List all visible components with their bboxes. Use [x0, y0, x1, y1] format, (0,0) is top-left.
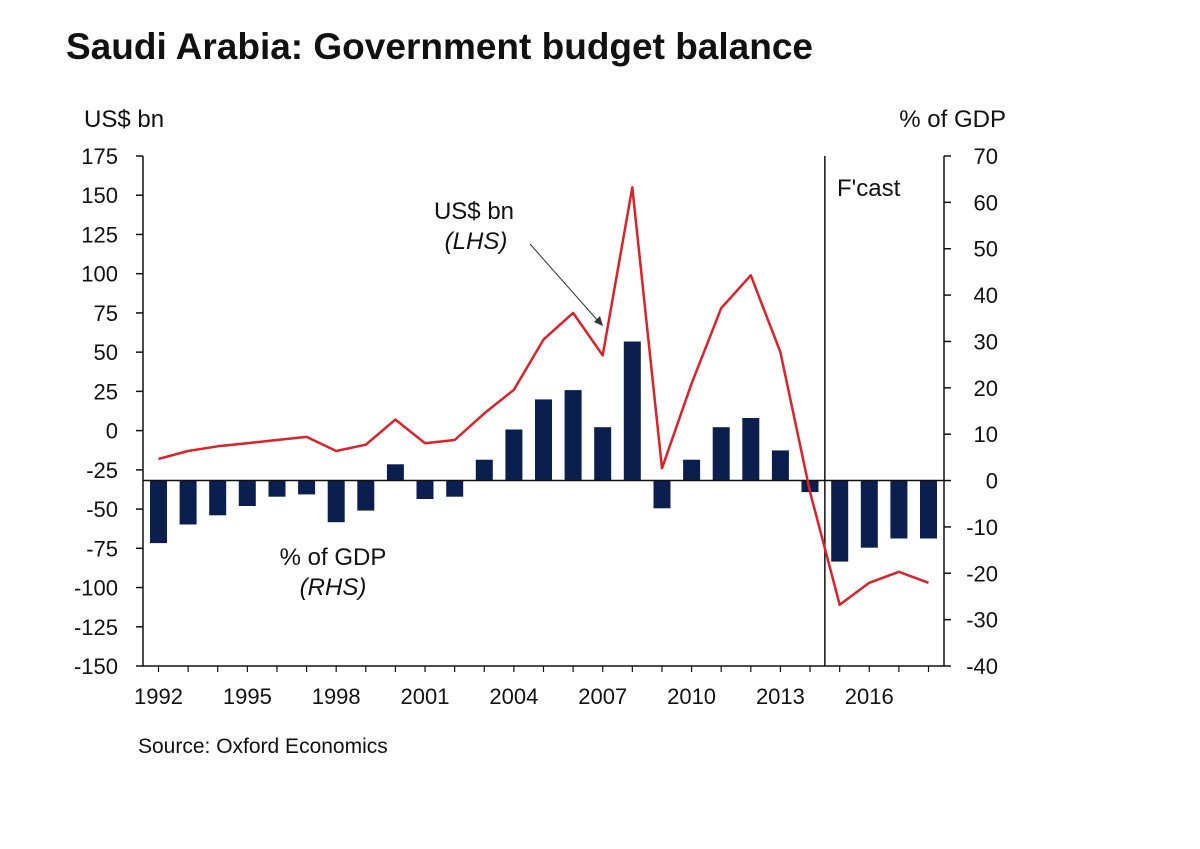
right-axis-label: % of GDP — [899, 106, 1006, 133]
bar-1998 — [327, 480, 345, 523]
bar-1997 — [298, 480, 316, 495]
bar-2018 — [920, 480, 937, 539]
left-tick-label: 125 — [81, 222, 118, 247]
bar-2002 — [446, 480, 464, 497]
right-tick-label: -40 — [966, 654, 998, 679]
right-tick-label: -10 — [966, 515, 998, 540]
left-tick-label: -25 — [86, 458, 118, 483]
bar-1999 — [357, 480, 375, 511]
bar-2008 — [623, 341, 641, 481]
left-tick-label: -125 — [74, 615, 118, 640]
x-tick-label: 2007 — [578, 684, 627, 709]
x-tick-label: 2010 — [667, 684, 716, 709]
bar-2007 — [594, 427, 612, 481]
bar-2016 — [860, 480, 878, 548]
left-tick-label: -150 — [74, 654, 118, 679]
left-tick-label: 50 — [94, 340, 118, 365]
right-tick-label: 20 — [974, 376, 998, 401]
right-tick-label: 30 — [974, 329, 998, 354]
bar-2017 — [890, 480, 908, 539]
bar-2005 — [535, 399, 552, 481]
bar-annotation-sub: (RHS) — [300, 574, 367, 601]
left-tick-label: 0 — [106, 419, 118, 444]
bar-2004 — [505, 429, 523, 481]
line-annotation: US$ bn — [434, 198, 514, 225]
x-tick-label: 2013 — [756, 684, 805, 709]
bar-2001 — [416, 480, 434, 499]
x-tick-label: 1992 — [134, 684, 183, 709]
annotation-arrowhead — [594, 316, 603, 326]
bar-annotation: % of GDP — [280, 544, 387, 571]
bar-2015 — [831, 480, 849, 562]
x-tick-label: 2004 — [489, 684, 538, 709]
bar-1992 — [150, 480, 167, 544]
forecast-label: F'cast — [837, 175, 901, 202]
right-tick-label: -30 — [966, 608, 998, 633]
left-tick-label: -50 — [86, 497, 118, 522]
bar-2011 — [712, 427, 730, 481]
bar-2010 — [683, 459, 701, 481]
usd-line — [158, 186, 929, 607]
line-annotation-sub: (LHS) — [445, 228, 508, 255]
chart-title: Saudi Arabia: Government budget balance — [66, 26, 813, 67]
bar-2006 — [564, 390, 582, 481]
right-tick-label: -20 — [966, 561, 998, 586]
bar-2013 — [771, 450, 789, 481]
left-tick-label: 25 — [94, 379, 118, 404]
left-tick-label: -100 — [74, 576, 118, 601]
right-tick-label: 0 — [986, 469, 998, 494]
left-tick-label: -75 — [86, 536, 118, 561]
x-tick-label: 2001 — [401, 684, 450, 709]
bar-2012 — [742, 418, 760, 481]
x-tick-label: 2016 — [845, 684, 894, 709]
bar-1996 — [268, 480, 286, 497]
bar-2009 — [653, 480, 671, 509]
bar-2003 — [475, 459, 493, 481]
x-tick-label: 1995 — [223, 684, 272, 709]
left-tick-label: 175 — [81, 144, 118, 169]
bar-1995 — [238, 480, 256, 506]
bar-2000 — [386, 464, 404, 481]
right-axis-ticks: 70 60 50 40 30 20 10 0 -10 -20 -30 -40 — [944, 144, 998, 679]
left-axis-label: US$ bn — [84, 106, 164, 133]
bar-1993 — [179, 480, 197, 525]
annotation-pointer — [529, 243, 600, 323]
right-tick-label: 40 — [974, 283, 998, 308]
x-tick-label: 1998 — [312, 684, 361, 709]
right-tick-label: 60 — [974, 190, 998, 215]
left-axis-ticks: 175 150 125 100 75 50 25 0 -25 -50 -75 -100 -125 -150 — [74, 144, 143, 679]
bar-series — [150, 341, 937, 562]
source-note: Source: Oxford Economics — [138, 735, 388, 758]
left-tick-label: 75 — [94, 301, 118, 326]
left-tick-label: 100 — [81, 262, 118, 287]
right-tick-label: 50 — [974, 237, 998, 262]
x-axis-ticks: 1992 1995 1998 2001 2004 2007 2010 2013 2016 — [134, 666, 930, 709]
left-tick-label: 150 — [81, 183, 118, 208]
bar-1994 — [209, 480, 227, 516]
right-tick-label: 10 — [974, 422, 998, 447]
right-tick-label: 70 — [974, 144, 998, 169]
